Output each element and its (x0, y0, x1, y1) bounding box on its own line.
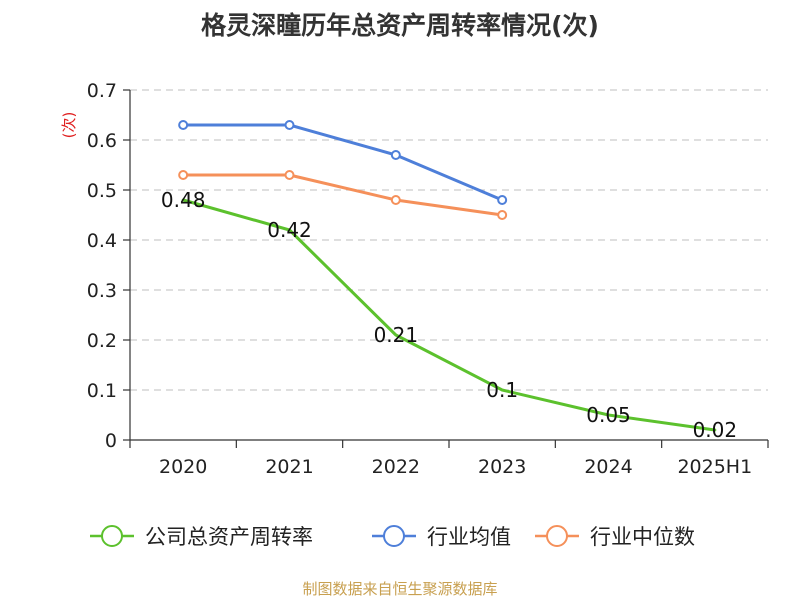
y-tick-label: 0 (105, 430, 117, 452)
y-tick-label: 0.7 (87, 80, 117, 102)
x-tick-label: 2025H1 (677, 456, 752, 478)
legend-label: 公司总资产周转率 (145, 525, 313, 549)
data-label: 0.02 (693, 418, 738, 442)
legend-label: 行业均值 (427, 525, 511, 549)
data-label: 0.1 (486, 378, 518, 402)
legend-marker (546, 525, 568, 547)
legend-label: 行业中位数 (590, 525, 695, 549)
series-line (181, 123, 504, 202)
legend: 公司总资产周转率 行业均值 行业中位数 (90, 525, 695, 549)
y-tick-label: 0.2 (87, 330, 117, 352)
y-tick-label: 0.5 (87, 180, 117, 202)
data-point (497, 195, 508, 205)
data-point (284, 120, 295, 130)
data-point (178, 120, 189, 130)
chart-title: 格灵深瞳历年总资产周转率情况(次) (201, 11, 599, 40)
x-tick-label: 2023 (478, 456, 526, 478)
y-axis-label: (次) (60, 112, 78, 139)
data-label: 0.21 (374, 323, 419, 347)
series-lines (178, 120, 717, 432)
data-point (390, 195, 401, 205)
legend-marker (383, 525, 405, 547)
y-tick-label: 0.3 (87, 280, 117, 302)
x-tick-label: 2020 (159, 456, 207, 478)
gridlines (130, 89, 768, 391)
data-label: 0.48 (161, 188, 206, 212)
axes: 0 0.1 0.2 0.3 0.4 0.5 0.6 0.7 2020 2021 2022 2023 20… (60, 80, 769, 478)
series-line (181, 173, 504, 217)
x-tick-label: 2022 (372, 456, 420, 478)
x-tick-label: 2024 (584, 456, 632, 478)
legend-marker (101, 525, 123, 547)
source-note: 制图数据来自恒生聚源数据库 (302, 580, 498, 598)
data-point (497, 210, 508, 220)
y-tick-label: 0.1 (87, 380, 117, 402)
x-tick-label: 2021 (265, 456, 313, 478)
y-tick-label: 0.6 (87, 130, 117, 152)
data-label: 0.42 (267, 218, 312, 242)
series-line (181, 198, 717, 432)
data-point (390, 150, 401, 160)
data-point (178, 170, 189, 180)
y-tick-label: 0.4 (87, 230, 117, 252)
data-labels: 0.48 0.42 0.21 0.1 0.05 0.02 (161, 188, 737, 442)
data-label: 0.05 (586, 403, 631, 427)
data-point (284, 170, 295, 180)
